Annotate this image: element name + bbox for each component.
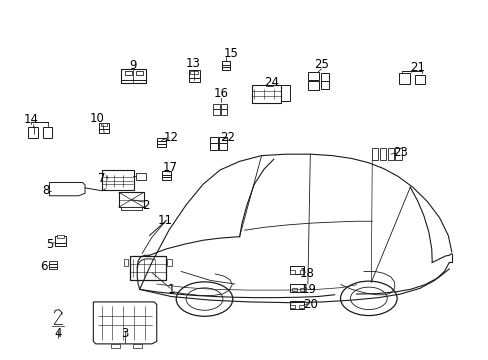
Bar (210, 137, 218, 144)
Bar (220, 104, 227, 109)
Text: 21: 21 (409, 60, 424, 73)
Bar (57, 235, 64, 238)
Text: 10: 10 (90, 112, 104, 125)
Bar (299, 270, 304, 274)
Text: 5: 5 (46, 238, 53, 251)
Bar (111, 344, 120, 348)
Bar (290, 266, 304, 274)
Bar (289, 305, 294, 309)
Bar (124, 71, 132, 75)
Bar (212, 104, 219, 109)
Bar (379, 148, 386, 160)
Bar (414, 75, 424, 84)
Bar (290, 284, 304, 292)
Bar (121, 69, 146, 83)
Bar (210, 143, 218, 150)
Bar (289, 270, 294, 274)
Text: 9: 9 (129, 59, 137, 72)
Bar (298, 305, 303, 309)
Bar (219, 137, 226, 144)
Bar (395, 148, 401, 160)
Bar (157, 138, 166, 147)
Bar (219, 143, 226, 150)
Text: 23: 23 (392, 145, 407, 158)
Text: 4: 4 (54, 327, 62, 340)
Bar (220, 109, 227, 115)
Bar (101, 123, 107, 126)
Bar (308, 81, 319, 90)
Bar (290, 301, 304, 309)
Text: 6: 6 (40, 260, 47, 273)
Bar (308, 72, 319, 81)
Bar (299, 288, 304, 291)
Bar (49, 261, 57, 269)
Bar (292, 288, 297, 291)
Bar (135, 71, 142, 75)
Bar (251, 85, 281, 103)
Text: 7: 7 (98, 172, 105, 185)
Bar (55, 236, 65, 246)
Bar (387, 148, 393, 160)
Bar (133, 344, 142, 348)
Bar (371, 148, 378, 160)
Text: 16: 16 (213, 87, 228, 100)
Bar (99, 123, 109, 133)
Bar (320, 73, 329, 81)
Bar (123, 259, 128, 266)
Text: 19: 19 (301, 283, 316, 296)
Bar (212, 109, 219, 115)
Text: 13: 13 (185, 57, 201, 70)
Bar (102, 170, 133, 190)
Text: 3: 3 (121, 327, 128, 340)
Text: 14: 14 (23, 113, 39, 126)
Text: 2: 2 (142, 199, 149, 212)
Text: 11: 11 (158, 214, 173, 227)
Bar (136, 173, 146, 180)
Bar (129, 256, 166, 279)
Text: 24: 24 (264, 76, 278, 89)
Bar (190, 71, 198, 74)
Text: 22: 22 (220, 131, 234, 144)
Text: 20: 20 (302, 298, 317, 311)
Bar (398, 73, 409, 84)
Bar (188, 70, 199, 82)
Text: 8: 8 (42, 184, 49, 197)
Text: 25: 25 (313, 58, 328, 71)
Bar (42, 127, 52, 138)
Text: 15: 15 (223, 47, 238, 60)
Bar (119, 192, 144, 207)
Bar (121, 207, 142, 211)
Text: 17: 17 (163, 161, 178, 174)
Bar (221, 61, 230, 69)
Bar (162, 171, 170, 180)
Text: 1: 1 (167, 283, 175, 296)
Bar (28, 127, 38, 138)
Text: 12: 12 (163, 131, 179, 144)
Bar (167, 259, 172, 266)
Bar (320, 81, 329, 89)
Text: 18: 18 (299, 267, 314, 280)
